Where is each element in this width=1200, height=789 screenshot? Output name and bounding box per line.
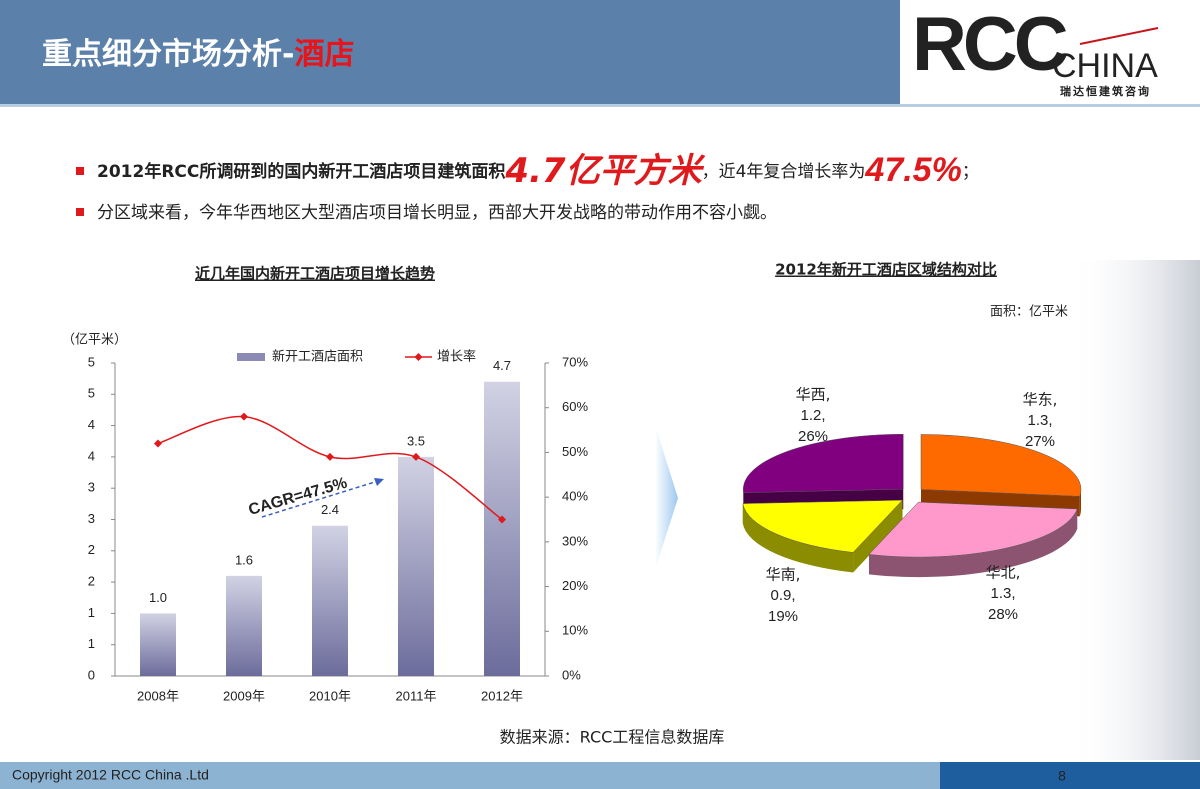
pie-label-amount: 1.3,	[990, 585, 1015, 602]
bar-value-label: 2.4	[321, 502, 339, 517]
city-backdrop	[1070, 260, 1200, 760]
bar	[226, 575, 262, 676]
footer-copyright: Copyright 2012 RCC China .Ltd	[12, 767, 209, 783]
source: 数据来源：RCC工程信息数据库	[500, 728, 725, 747]
pie-slice	[742, 499, 904, 553]
growth-marker	[154, 439, 162, 448]
logo-caption: 瑞达恒建筑咨询	[1060, 84, 1151, 98]
y2-tick-label: 70%	[562, 354, 588, 369]
pie-label-amount: 0.9,	[770, 587, 795, 604]
pie-label-name: 华南,	[766, 566, 801, 584]
growth-marker	[498, 515, 506, 524]
x-tick-label: 2010年	[309, 688, 351, 703]
x-tick-label: 2008年	[137, 688, 179, 703]
x-tick-label: 2011年	[396, 688, 437, 703]
bar	[140, 613, 176, 676]
footer-page-box	[940, 762, 1200, 789]
bar-value-label: 3.5	[407, 433, 425, 448]
legend-label: 增长率	[437, 349, 476, 365]
title-highlight: 酒店	[294, 37, 354, 72]
pie-label-percent: 27%	[1025, 433, 1055, 450]
y2-tick-label: 50%	[562, 444, 588, 459]
y2-tick-label: 10%	[562, 623, 588, 638]
y2-tick-label: 40%	[562, 489, 588, 504]
cagr-arrowhead	[374, 478, 384, 486]
bar	[484, 381, 520, 676]
growth-marker	[412, 452, 420, 461]
y-tick-label: 4	[88, 417, 95, 432]
unit-label: 面积：亿平米	[990, 305, 1068, 320]
y-tick-label: 5	[88, 354, 95, 369]
pie-slice	[743, 433, 904, 493]
bullet: 分区域来看，今年华西地区大型酒店项目增长明显，西部大开发战略的带动作用不容小觑。	[97, 203, 777, 223]
pie-label-name: 华东,	[1023, 391, 1058, 409]
bar	[312, 525, 348, 676]
logo-sub: CHINA	[1052, 47, 1158, 85]
transition-arrow	[655, 425, 678, 570]
y-tick-label: 2	[88, 542, 95, 557]
growth-marker	[326, 452, 334, 461]
bullet: 2012年RCC所调研到的国内新开工酒店项目建筑面积4.7亿平方米，近4年复合增…	[97, 151, 979, 191]
logo: RCC	[912, 2, 1067, 87]
y-tick-label: 3	[88, 511, 95, 526]
bar-value-label: 1.0	[149, 590, 167, 605]
y2-tick-label: 30%	[562, 533, 588, 548]
pie-side	[868, 508, 1078, 578]
y-axis-label: （亿平米）	[62, 333, 127, 348]
chart-title: 近几年国内新开工酒店项目增长趋势	[195, 265, 435, 283]
bar-value-label: 4.7	[493, 358, 511, 373]
header-bar	[0, 0, 900, 104]
y2-tick-label: 0%	[562, 667, 581, 682]
x-tick-label: 2012年	[481, 688, 523, 703]
legend-marker	[414, 353, 423, 361]
bullet-text: ；	[962, 162, 979, 182]
y2-tick-label: 20%	[562, 578, 588, 593]
x-tick-label: 2009年	[223, 688, 265, 703]
page-number: 8	[1058, 768, 1066, 784]
pie-label-percent: 26%	[798, 428, 828, 445]
y-tick-label: 1	[88, 636, 95, 651]
pie-slice	[868, 501, 1078, 558]
chart-title: 2012年新开工酒店区域结构对比	[775, 261, 997, 279]
bullet-highlight: 47.5%	[864, 151, 961, 189]
header-title: 重点细分市场分析-酒店	[42, 37, 354, 72]
y-tick-label: 3	[88, 480, 95, 495]
pie-label-name: 华西,	[796, 386, 831, 404]
legend-swatch	[237, 353, 265, 361]
y-tick-label: 0	[88, 667, 95, 682]
bar	[398, 456, 434, 676]
bullet-highlight: 4.7亿平方米	[504, 151, 705, 191]
pie-label-percent: 19%	[768, 608, 798, 625]
y-tick-label: 4	[88, 448, 95, 463]
bullet-marker	[76, 167, 84, 175]
y-tick-label: 5	[88, 386, 95, 401]
title-text: 重点细分市场分析-	[42, 37, 294, 72]
y2-tick-label: 60%	[562, 399, 588, 414]
bullet-marker	[76, 208, 84, 216]
bar-value-label: 1.6	[235, 552, 253, 567]
pie-label-amount: 1.3,	[1027, 412, 1052, 429]
bullet-text: ，近4年复合增长率为	[702, 162, 866, 182]
growth-marker	[240, 412, 248, 421]
pie-label-name: 华北,	[986, 564, 1021, 582]
pie-label-percent: 28%	[988, 606, 1018, 623]
footer-bar	[0, 762, 940, 789]
logo-swoosh	[1079, 27, 1159, 45]
y-tick-label: 2	[88, 574, 95, 589]
pie-side	[742, 503, 854, 573]
legend-label: 新开工酒店面积	[272, 349, 363, 365]
y-tick-label: 1	[88, 605, 95, 620]
bullet-text: 2012年RCC所调研到的国内新开工酒店项目建筑面积	[97, 161, 505, 182]
pie-label-amount: 1.2,	[800, 407, 825, 424]
pie-slice	[920, 434, 1082, 497]
header-rule	[0, 104, 1200, 107]
cagr-arrow	[261, 480, 379, 518]
